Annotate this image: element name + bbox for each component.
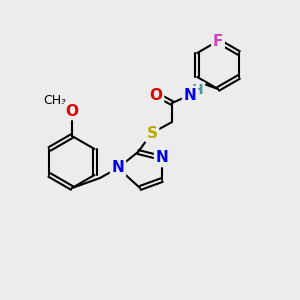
Text: S: S (146, 125, 158, 140)
Text: N: N (112, 160, 124, 175)
Text: N: N (156, 151, 168, 166)
Text: N: N (184, 88, 196, 103)
Text: CH₃: CH₃ (44, 94, 67, 106)
Text: O: O (149, 88, 163, 103)
Text: H: H (192, 83, 204, 97)
Text: O: O (65, 103, 79, 118)
Text: F: F (213, 34, 223, 49)
